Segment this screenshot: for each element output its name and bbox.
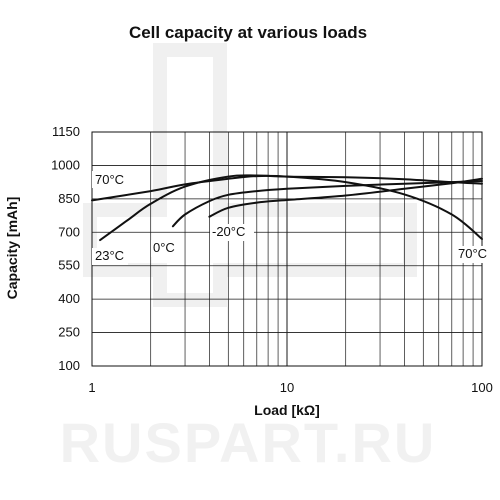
label-bg-70c-right [455,246,483,263]
series-lines [91,174,483,242]
y-tick-label: 850 [58,191,80,206]
x-tick-label: 100 [471,380,493,395]
label-bg-70c-left [92,171,134,188]
curve-label-70c-left: 70°C [95,172,124,187]
chart-title: Cell capacity at various loads [129,23,367,42]
y-tick-label: 400 [58,291,80,306]
label-bg-minus20c [210,224,254,241]
tick-labels: 100 250 400 550 700 850 1000 1150 1 10 100 [51,124,493,395]
y-tick-label: 550 [58,258,80,273]
x-axis-label: Load [kΩ] [254,402,320,418]
curve-labels: 70°C 23°C 0°C -20°C 70°C [92,171,487,265]
x-tick-label: 1 [88,380,95,395]
label-bg-0c [151,240,181,257]
series-line-0c [171,180,483,228]
series-line-minus20c [208,177,483,218]
y-tick-label: 1000 [51,157,80,172]
watermark-text: RUSPART.RU [60,411,437,474]
curve-label-minus20c: -20°C [212,224,245,239]
curve-label-23c: 23°C [95,248,124,263]
watermark: RUSPART.RU [60,43,437,474]
curve-label-70c-right: 70°C [458,246,487,261]
y-tick-label: 700 [58,224,80,239]
curve-label-0c: 0°C [153,240,175,255]
y-axis-label: Capacity [mAh] [4,197,20,300]
y-tick-label: 1150 [52,124,80,139]
x-tick-label: 10 [280,380,294,395]
watermark-logo-mark [83,43,417,307]
label-bg-23c [92,248,128,265]
y-tick-label: 250 [58,325,80,340]
series-line-23c [99,174,483,242]
y-tick-label: 100 [58,358,80,373]
grid [91,131,483,367]
